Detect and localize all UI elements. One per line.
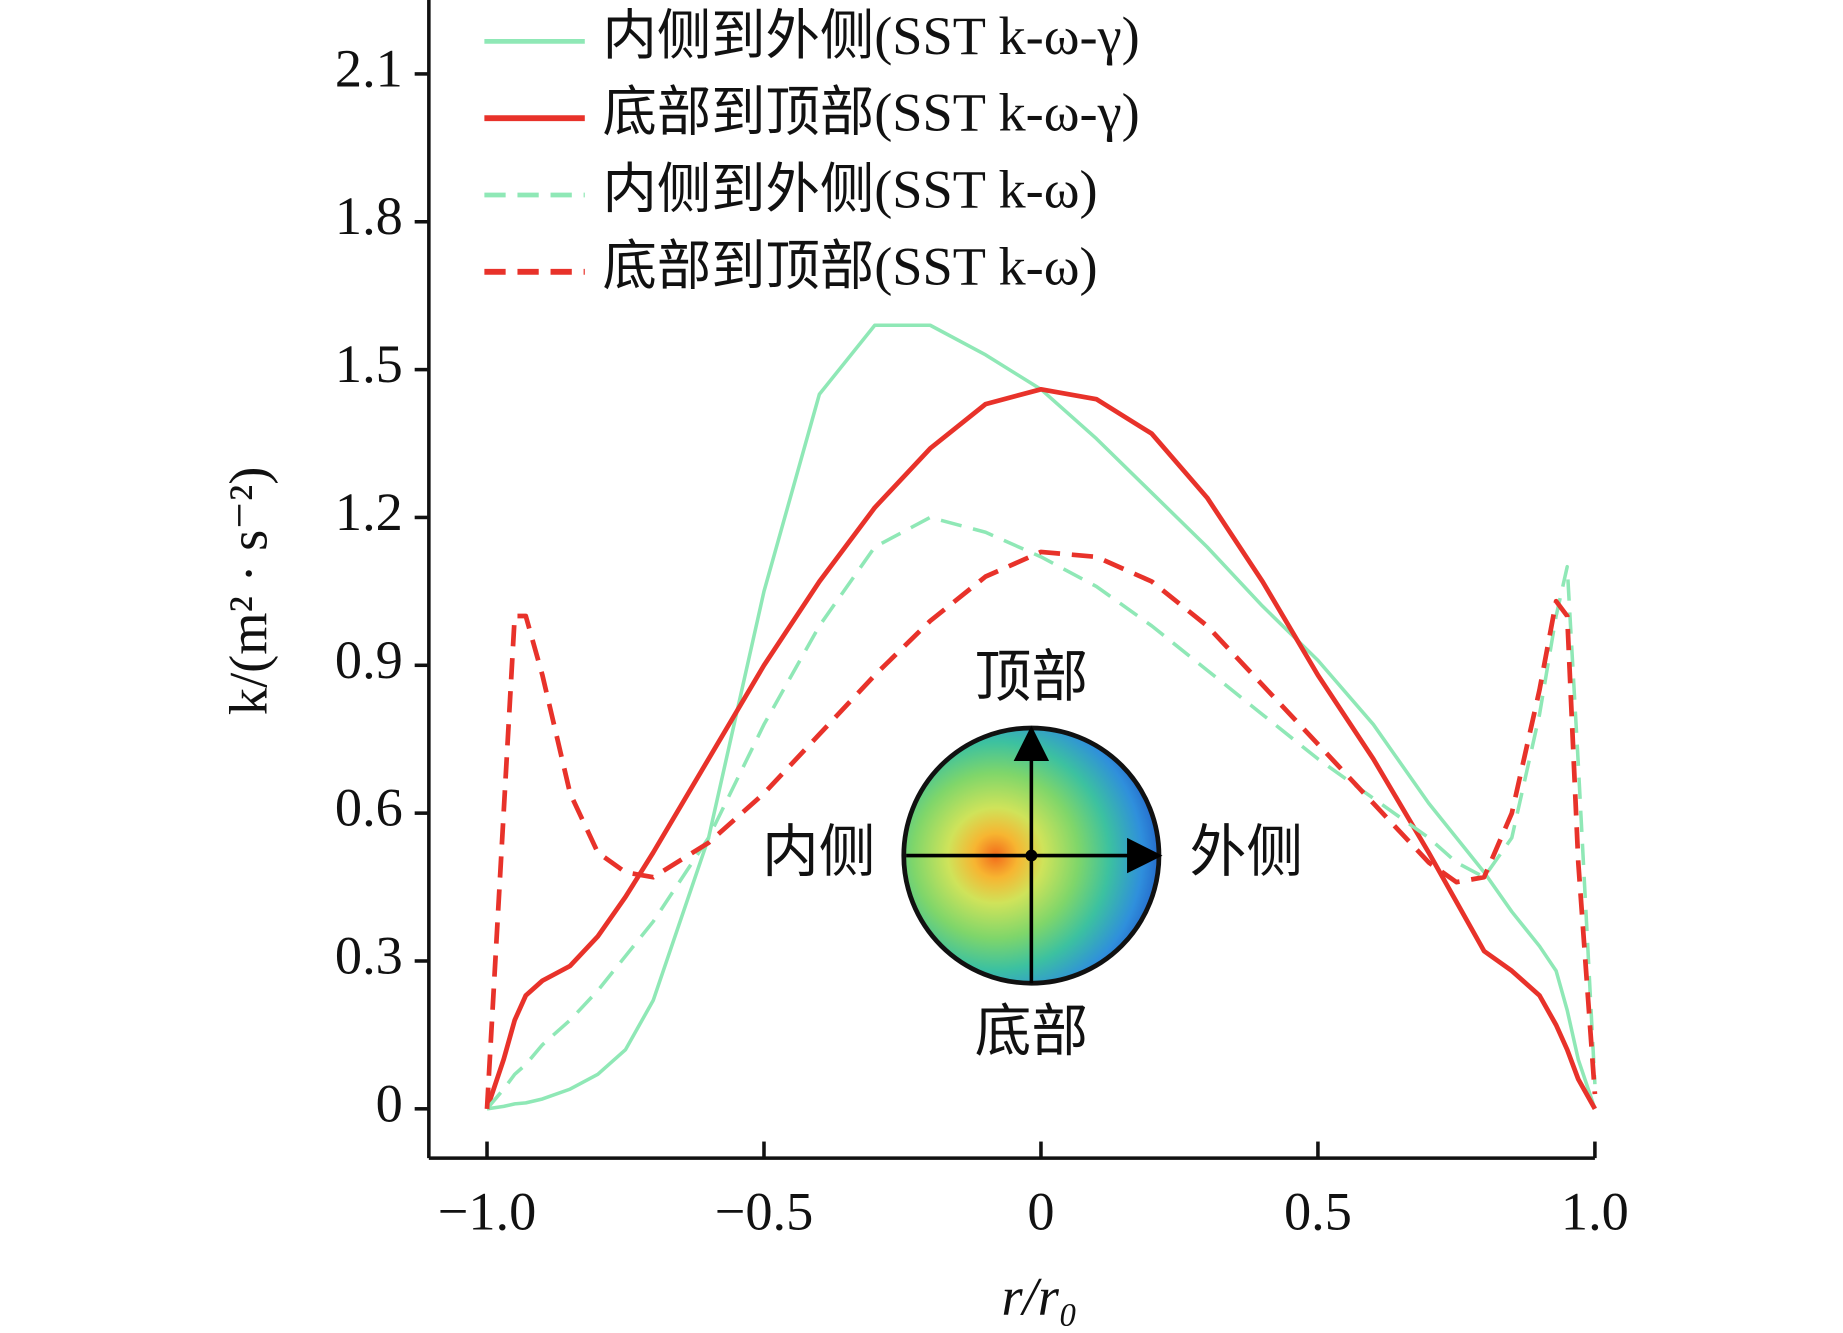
inset: 顶部 内侧 外侧 底部 — [762, 646, 1303, 1064]
y-tick-label: 1.5 — [335, 334, 403, 394]
y-tick-label: 0.3 — [335, 925, 403, 985]
x-tick-label: −1.0 — [438, 1182, 537, 1242]
data-line — [484, 549, 1598, 1109]
y-tick-label: 2.1 — [335, 38, 403, 98]
x-tick-label: 1.0 — [1561, 1182, 1629, 1242]
x-axis-label: r/r₀ — [1001, 1267, 1077, 1327]
plot-area: 0 0.3 0.6 0.9 1.2 1.5 1.8 2.1 −1.0 −0.5 0 0.5 1.0 内侧到… — [335, 0, 1629, 1242]
inset-label: 顶部 — [975, 646, 1088, 709]
y-tick-label: 0.6 — [335, 778, 403, 838]
y-tick-label: 1.2 — [335, 482, 403, 542]
data-line — [484, 386, 1597, 1110]
inset-center — [1025, 849, 1038, 862]
data-line — [485, 515, 1597, 1110]
y-tick-label: 1.8 — [335, 186, 403, 246]
legend-label: 内侧到外侧(SST k-ω-γ) — [603, 6, 1140, 66]
x-tick-label: 0.5 — [1284, 1182, 1352, 1242]
inset-label: 外侧 — [1190, 821, 1303, 884]
inset-label: 内侧 — [762, 821, 875, 884]
y-tick-label: 0.9 — [335, 630, 403, 690]
inset-label: 底部 — [975, 1001, 1088, 1064]
y-axis-label: k/(m² · s⁻²) — [218, 467, 278, 715]
legend-label: 底部到顶部(SST k-ω-γ) — [603, 83, 1140, 143]
legend-label: 底部到顶部(SST k-ω) — [603, 236, 1098, 296]
data-line — [486, 323, 1597, 1111]
y-tick-label: 0 — [376, 1073, 403, 1133]
legend-label: 内侧到外侧(SST k-ω) — [603, 159, 1098, 219]
x-tick-label: −0.5 — [715, 1182, 814, 1242]
x-tick-label: 0 — [1027, 1182, 1054, 1242]
